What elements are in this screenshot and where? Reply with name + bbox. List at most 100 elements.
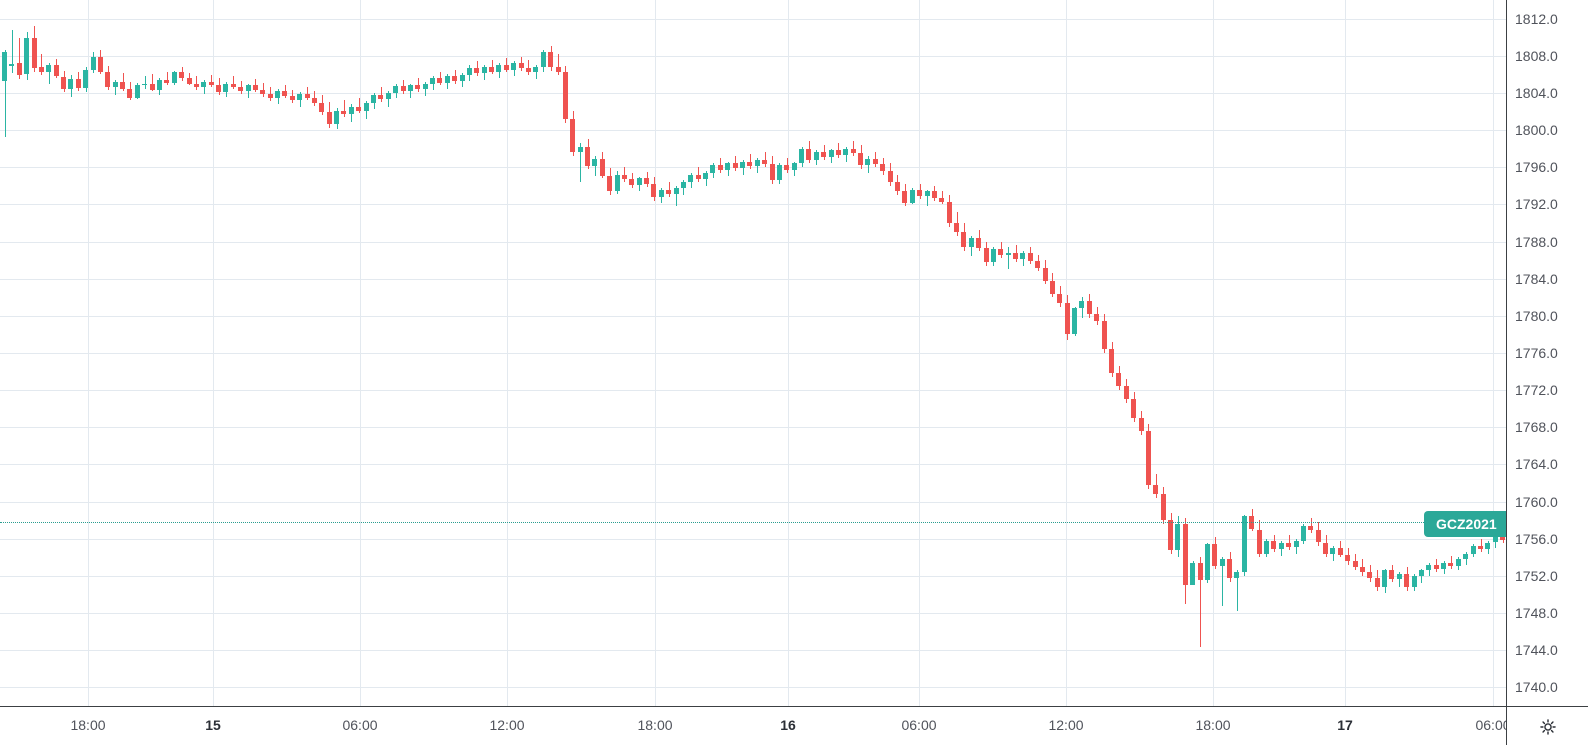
candle-down: [651, 183, 656, 197]
candle-wick: [49, 63, 50, 84]
candle-wick: [669, 182, 670, 197]
candle-up: [1264, 540, 1269, 554]
candle-down: [179, 72, 184, 79]
candle-down: [268, 93, 273, 99]
time-tick-label: 12:00: [489, 717, 525, 733]
time-tick-label: 06:00: [342, 717, 378, 733]
candle-down: [644, 178, 649, 184]
candle-wick: [1399, 572, 1400, 588]
candle-down: [622, 174, 627, 180]
grid-line-vertical: [507, 0, 508, 706]
candle-up: [371, 94, 376, 104]
candle-down: [61, 77, 66, 90]
candle-up: [1382, 570, 1387, 588]
candle-wick: [683, 180, 684, 196]
price-tick-label: 1812.0: [1515, 11, 1558, 27]
candle-down: [415, 85, 420, 90]
grid-line-horizontal: [0, 204, 1506, 205]
candle-up: [482, 66, 487, 74]
candle-down: [164, 79, 169, 83]
candle-wick: [418, 78, 419, 92]
candle-wick: [698, 167, 699, 183]
candle-wick: [1333, 546, 1334, 562]
candle-wick: [1237, 570, 1238, 612]
time-tick-label: 15: [205, 717, 221, 733]
candle-wick: [1289, 535, 1290, 550]
candle-down: [341, 110, 346, 115]
candle-up: [24, 38, 29, 75]
candle-up: [113, 81, 118, 88]
candle-down: [1212, 544, 1217, 566]
candle-up: [1493, 536, 1498, 543]
candle-up: [688, 174, 693, 183]
price-scale[interactable]: 1812.0 1808.0 1804.0 1800.0 1796.0 1792.0 1788…: [1506, 0, 1588, 706]
candle-up: [969, 237, 974, 248]
price-tick-label: 1804.0: [1515, 85, 1558, 101]
candle-wick: [41, 53, 42, 76]
candle-wick: [720, 157, 721, 173]
candle-up: [533, 66, 538, 73]
grid-layer: [0, 0, 1506, 706]
candle-up: [1485, 542, 1490, 549]
candle-down: [1109, 349, 1114, 374]
price-tick-label: 1752.0: [1515, 568, 1558, 584]
time-tick-label: 17: [1337, 717, 1353, 733]
candle-down: [961, 232, 966, 248]
price-tick-label: 1756.0: [1515, 531, 1558, 547]
candle-up: [2, 52, 7, 81]
candle-down: [917, 189, 922, 196]
candle-wick: [1311, 518, 1312, 534]
price-tick-label: 1772.0: [1515, 382, 1558, 398]
candle-down: [98, 56, 103, 73]
grid-line-vertical: [1066, 0, 1067, 706]
candle-up: [740, 161, 745, 169]
candle-up: [1412, 575, 1417, 588]
candle-up: [1419, 570, 1424, 576]
candle-down: [1124, 386, 1129, 400]
candle-down: [1183, 523, 1188, 586]
grid-line-vertical: [655, 0, 656, 706]
grid-line-vertical: [1493, 0, 1494, 706]
candle-up: [511, 63, 516, 70]
candle-up: [710, 165, 715, 173]
candle-wick: [233, 76, 234, 90]
candle-down: [696, 174, 701, 180]
candle-down: [939, 197, 944, 202]
candle-down: [733, 163, 738, 169]
price-tick-label: 1748.0: [1515, 605, 1558, 621]
candle-up: [408, 85, 413, 92]
candle-down: [1478, 546, 1483, 549]
grid-line-vertical: [1345, 0, 1346, 706]
price-tick-label: 1796.0: [1515, 159, 1558, 175]
candle-wick: [1008, 247, 1009, 270]
candle-down: [1116, 373, 1121, 387]
time-scale[interactable]: 18:00 15 06:00 12:00 18:00 16 06:00 12:00 18:00 1…: [0, 706, 1511, 745]
candle-up: [615, 174, 620, 192]
candle-down: [556, 66, 561, 73]
candle-down: [1087, 300, 1092, 314]
price-tick-label: 1808.0: [1515, 48, 1558, 64]
candle-wick: [19, 38, 20, 79]
candle-wick: [1200, 557, 1201, 647]
candle-down: [1043, 267, 1048, 281]
candle-down: [1345, 554, 1350, 562]
candle-down: [305, 93, 310, 98]
candle-up: [681, 182, 686, 188]
candle-wick: [115, 79, 116, 95]
candle-up: [467, 67, 472, 76]
candle-up: [674, 187, 679, 195]
candle-wick: [676, 185, 677, 207]
chart-settings-button[interactable]: [1506, 706, 1588, 745]
candle-down: [1035, 261, 1040, 268]
time-tick-label: 18:00: [70, 717, 106, 733]
candle-down: [718, 165, 723, 170]
candle-down: [888, 170, 893, 183]
candle-wick: [558, 53, 559, 76]
grid-line-horizontal: [0, 316, 1506, 317]
chart-plot-area[interactable]: GCZ2021: [0, 0, 1506, 706]
candle-up: [1456, 559, 1461, 566]
candlestick-series: [2, 26, 1505, 647]
candle-wick: [381, 87, 382, 103]
candle-wick: [595, 156, 596, 177]
grid-line-horizontal: [0, 19, 1506, 20]
